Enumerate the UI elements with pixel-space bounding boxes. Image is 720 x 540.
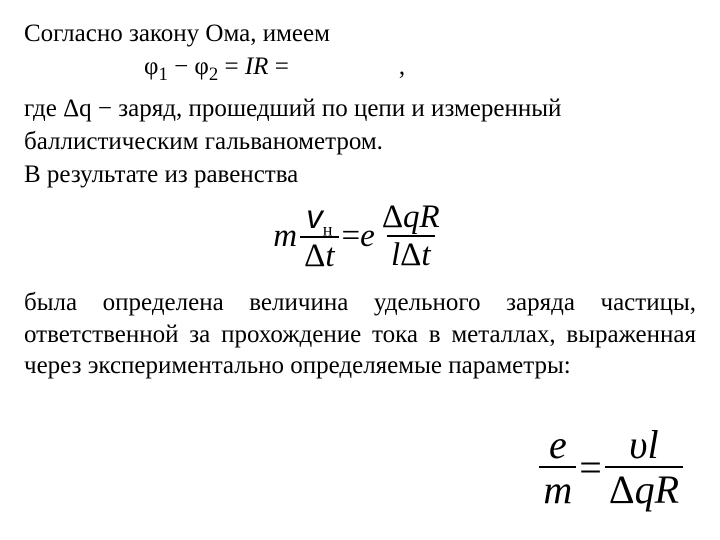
t-var-2: t (421, 237, 430, 273)
sub-1: 1 (158, 64, 167, 85)
equation-specific-charge: e m = υl ΔqR (536, 425, 686, 510)
delta-2: Δ (382, 199, 403, 235)
qr-var: qR (403, 199, 440, 235)
frac-v-dt: vн Δt (300, 200, 338, 273)
delta-1: Δ (304, 238, 325, 274)
m-var: m (273, 216, 297, 257)
equation-ohm: φ1 − φ2 = IR =, (24, 51, 696, 82)
t-var-1: t (325, 238, 334, 274)
frac-den-dt: Δt (300, 236, 338, 273)
minus: − (168, 53, 195, 80)
ul-num: υl (625, 425, 662, 466)
v-var: v (306, 198, 323, 235)
sub-2: 2 (209, 64, 218, 85)
equation-momentum: m vн Δt = e ΔqR lΔt (24, 200, 696, 273)
para-ballistic: баллистическим гальванометром. (24, 126, 696, 157)
m-den: m (539, 466, 576, 510)
para-determined: была определена величина удельного заряд… (24, 287, 696, 381)
e-num: e (545, 425, 571, 466)
trailing-comma: , (399, 53, 405, 80)
l-var-1: l (391, 237, 400, 273)
equals-1: = (218, 53, 245, 80)
upsilon-var: υ (629, 422, 647, 467)
frac-den-ldt: lΔt (387, 235, 435, 272)
ir-term: IR (245, 53, 269, 80)
e-var: e (360, 216, 375, 257)
delta-3: Δ (400, 237, 421, 273)
frac-num-vn: vн (302, 200, 336, 236)
delta-4: Δ (609, 467, 635, 512)
line-ohm-law: Согласно закону Ома, имеем (24, 18, 696, 49)
equals-eq2: = (342, 216, 361, 257)
frac-ul-dqr: υl ΔqR (605, 425, 683, 510)
phi-1: φ (144, 53, 158, 80)
text-where: где (24, 95, 63, 122)
l-var-2: l (648, 422, 659, 467)
frac-num-dqr: ΔqR (378, 201, 444, 235)
qr-var-2: qR (635, 467, 679, 512)
para-result: В результате из равенства (24, 159, 696, 190)
dq-symbol: Δq (63, 95, 92, 122)
equals-eq3: = (579, 443, 602, 493)
dqr-den: ΔqR (605, 466, 683, 510)
text-charge: − заряд, прошедший по цепи и измеренный (92, 95, 562, 122)
delta-q: Δq (63, 95, 92, 122)
phi-2: φ (194, 53, 208, 80)
equals-2: = (268, 53, 288, 80)
frac-dqr-ldt: ΔqR lΔt (378, 201, 444, 272)
frac-e-m: e m (539, 425, 576, 510)
document-page: Согласно закону Ома, имеем φ1 − φ2 = IR … (24, 18, 696, 522)
para-where-dq: где Δq − заряд, прошедший по цепи и изме… (24, 93, 696, 124)
